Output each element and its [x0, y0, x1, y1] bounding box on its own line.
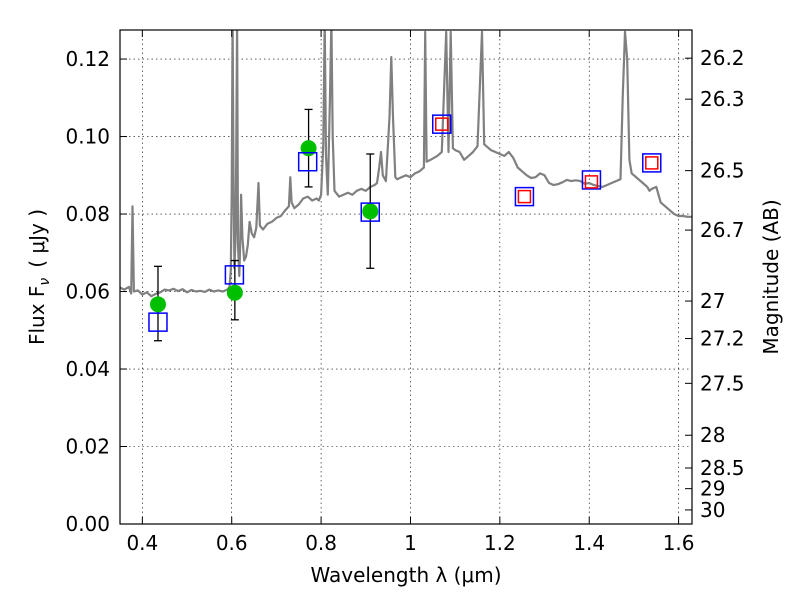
y-axis-label-subscript: ν: [37, 278, 53, 286]
error-bars: [153, 108, 375, 342]
y-tick-label: 0.04: [65, 357, 110, 381]
right-tick-label: 28.5: [700, 456, 745, 480]
model-square-blue: [581, 170, 602, 190]
data-markers: [148, 114, 662, 332]
model-square-red: [517, 189, 532, 204]
model-square-blue: [432, 114, 452, 134]
y-axis-label-unit: ( μJy ): [25, 209, 49, 268]
photometry-point: [362, 203, 379, 220]
model-spectrum-line: [120, 30, 692, 298]
model-square-blue: [360, 202, 380, 222]
x-tick-label: 0.8: [305, 531, 337, 555]
photometry-point: [300, 140, 317, 157]
right-tick-label: 27: [700, 289, 725, 313]
y-tick-label: 0.08: [65, 202, 110, 226]
model-spectrum: [120, 30, 692, 298]
model-square-blue: [224, 265, 245, 285]
model-square-red: [584, 175, 599, 189]
right-tick-label: 27.5: [700, 371, 745, 395]
model-square-blue: [148, 312, 168, 332]
y-tick-label: 0.00: [65, 512, 110, 536]
right-tick-label: 26.7: [700, 218, 745, 242]
right-tick-label: 26.2: [700, 46, 745, 70]
right-tick-label: 30: [700, 498, 725, 522]
y-tick-label: 0.02: [65, 435, 110, 459]
x-tick-label: 0.4: [126, 531, 158, 555]
plot-frame: [119, 29, 693, 525]
y-tick-label: 0.06: [65, 280, 110, 304]
x-tick-label: 1.2: [484, 531, 516, 555]
y-axis-ticks: 0.00 0.02 0.04 0.06 0.08 0.10 0.12: [65, 47, 127, 536]
right-axis-label: Magnitude (AB): [759, 199, 783, 354]
y-tick-label: 0.12: [65, 47, 110, 71]
y-axis-label: Flux Fν ( μJy ): [25, 209, 53, 345]
model-square-blue: [642, 153, 662, 173]
model-square-red: [435, 117, 449, 131]
right-tick-label: 27.2: [700, 327, 745, 351]
x-axis-label: Wavelength λ (μm): [310, 563, 501, 587]
right-tick-label: 26.5: [700, 159, 745, 183]
model-square-red: [645, 156, 659, 170]
model-square-blue: [514, 186, 535, 207]
photometry-point: [226, 284, 243, 301]
right-tick-label: 26.3: [700, 87, 745, 111]
x-tick-label: 1: [404, 531, 417, 555]
grid-lines: [120, 30, 692, 525]
photometry-point: [149, 296, 166, 313]
right-tick-label: 29: [700, 477, 725, 501]
y-tick-label: 0.10: [65, 125, 110, 149]
right-tick-label: 28: [700, 423, 725, 447]
x-tick-label: 1.6: [663, 531, 695, 555]
x-tick-label: 0.6: [216, 531, 248, 555]
x-axis-ticks: 0.4 0.6 0.8 1 1.2 1.4 1.6: [126, 30, 695, 555]
x-tick-label: 1.4: [573, 531, 605, 555]
y-axis-label-main: Flux F: [25, 286, 49, 345]
model-square-blue: [297, 151, 318, 172]
